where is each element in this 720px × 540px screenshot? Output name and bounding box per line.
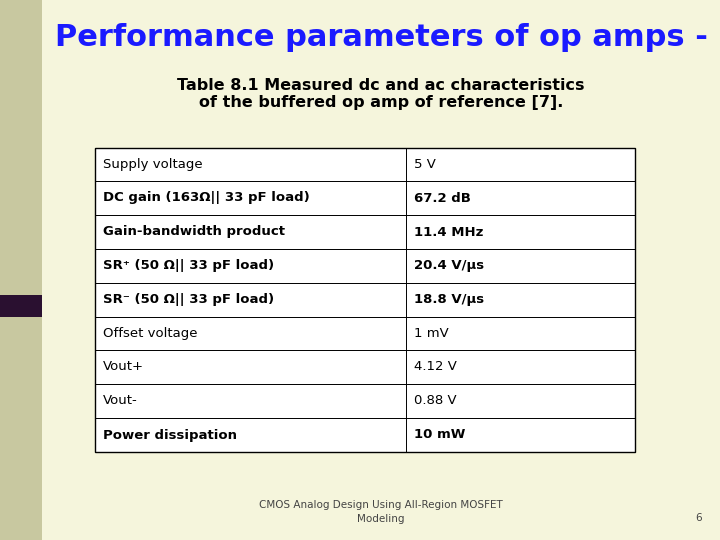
Text: 1 mV: 1 mV — [413, 327, 449, 340]
Text: 18.8 V/μs: 18.8 V/μs — [413, 294, 484, 307]
Text: Performance parameters of op amps - 1: Performance parameters of op amps - 1 — [55, 24, 720, 52]
Bar — [95, 384, 635, 418]
Text: SR⁺ (50 Ω|| 33 pF load): SR⁺ (50 Ω|| 33 pF load) — [103, 260, 274, 273]
Bar — [95, 249, 635, 283]
Bar — [95, 148, 635, 452]
Bar — [95, 148, 635, 181]
Text: of the buffered op amp of reference [7].: of the buffered op amp of reference [7]. — [199, 94, 563, 110]
Text: Offset voltage: Offset voltage — [103, 327, 197, 340]
Bar — [95, 350, 635, 384]
Text: Vout+: Vout+ — [103, 361, 144, 374]
Bar — [95, 317, 635, 350]
Bar — [95, 418, 635, 452]
Text: 4.12 V: 4.12 V — [413, 361, 456, 374]
Text: 6: 6 — [696, 513, 702, 523]
Text: 67.2 dB: 67.2 dB — [413, 192, 470, 205]
Bar — [0, 295, 42, 317]
Bar — [0, 0, 42, 540]
Text: 5 V: 5 V — [413, 158, 436, 171]
Bar — [95, 283, 635, 317]
Text: Supply voltage: Supply voltage — [103, 158, 202, 171]
Text: 10 mW: 10 mW — [413, 429, 465, 442]
Text: 20.4 V/μs: 20.4 V/μs — [413, 260, 484, 273]
Text: Gain-bandwidth product: Gain-bandwidth product — [103, 226, 285, 239]
Text: 11.4 MHz: 11.4 MHz — [413, 226, 483, 239]
Text: SR⁻ (50 Ω|| 33 pF load): SR⁻ (50 Ω|| 33 pF load) — [103, 294, 274, 307]
Text: 0.88 V: 0.88 V — [413, 395, 456, 408]
Bar — [95, 181, 635, 215]
Text: Power dissipation: Power dissipation — [103, 429, 237, 442]
Text: Table 8.1 Measured dc and ac characteristics: Table 8.1 Measured dc and ac characteris… — [177, 78, 585, 92]
Text: CMOS Analog Design Using All-Region MOSFET
Modeling: CMOS Analog Design Using All-Region MOSF… — [259, 500, 503, 524]
Bar — [95, 215, 635, 249]
Text: DC gain (163Ω|| 33 pF load): DC gain (163Ω|| 33 pF load) — [103, 192, 310, 205]
Text: Vout-: Vout- — [103, 395, 138, 408]
